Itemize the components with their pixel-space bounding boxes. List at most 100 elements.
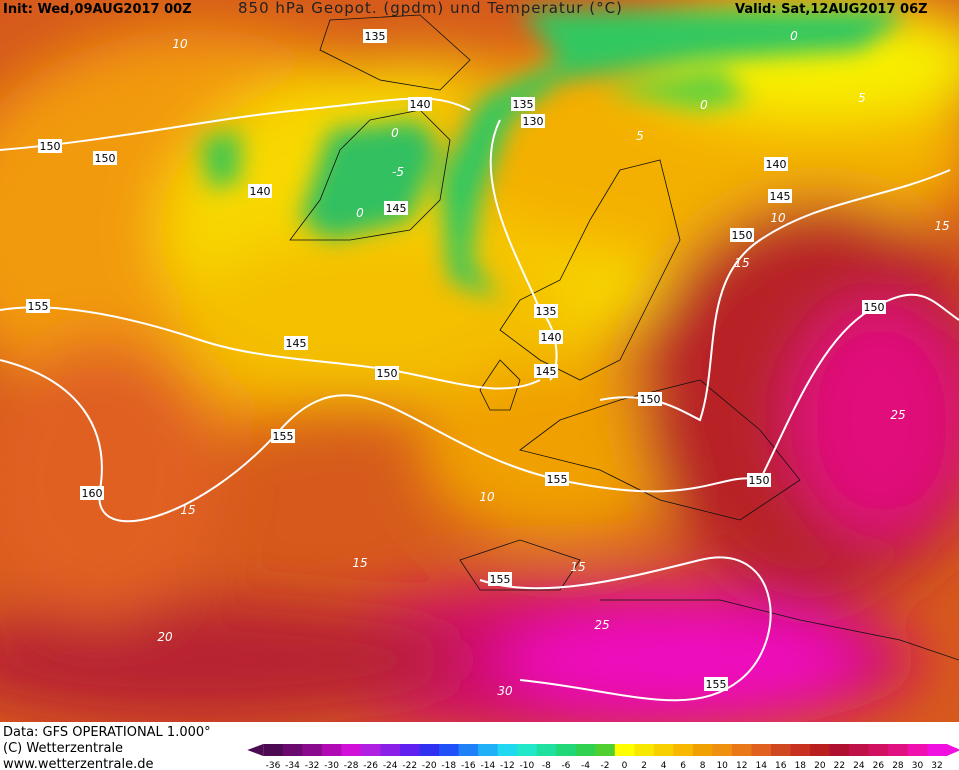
temperature-label: 15 <box>734 256 749 270</box>
label-box <box>638 392 662 406</box>
temperature-label: 20 <box>157 630 173 644</box>
geopotential-label: 140 <box>250 185 271 198</box>
colorbar-label: -30 <box>324 761 339 770</box>
geopotential-label: 150 <box>377 367 398 380</box>
colorbar-label: 2 <box>641 761 647 770</box>
coastlines <box>289 14 959 661</box>
colorbar-swatch <box>712 744 733 756</box>
label-box <box>248 184 272 198</box>
colorbar-label: 6 <box>680 761 686 770</box>
temperature-label: 25 <box>890 408 905 422</box>
temperature-label: 15 <box>352 556 367 570</box>
temperature-label: 5 <box>858 91 866 105</box>
colorbar-label: 24 <box>853 761 865 770</box>
geopotential-label: 135 <box>365 30 386 43</box>
temperature-label: 5 <box>636 129 644 143</box>
colorbar-swatch <box>458 744 479 756</box>
geopotential-label: 155 <box>28 300 49 313</box>
colorbar-swatch <box>653 744 674 756</box>
colorbar-label: 18 <box>795 761 807 770</box>
label-box <box>384 201 408 215</box>
colorbar-swatch <box>692 744 713 756</box>
colorbar-swatch <box>536 744 557 756</box>
colorbar-label: -34 <box>285 761 300 770</box>
label-box <box>375 366 399 380</box>
geopotential-label: 140 <box>541 331 562 344</box>
colorbar-label: -16 <box>461 761 476 770</box>
colorbar-swatch <box>595 744 616 756</box>
colorbar-label: 20 <box>814 761 826 770</box>
colorbar-swatch <box>849 744 870 756</box>
label-box <box>768 189 792 203</box>
colorbar-swatch <box>771 744 792 756</box>
geopotential-label: 150 <box>640 393 661 406</box>
label-box <box>534 364 558 378</box>
label-box <box>26 299 50 313</box>
colorbar-label: -32 <box>305 761 320 770</box>
colorbar-label: 10 <box>716 761 728 770</box>
geopotential-label: 150 <box>95 152 116 165</box>
label-box <box>534 304 558 318</box>
colorbar-swatch <box>282 744 303 756</box>
colorbar: -36 -34 -32 -30 -28 -26 -24 -22 -20 -18 -16 -14 -12-… <box>247 744 959 770</box>
label-box <box>38 139 62 153</box>
colorbar-label: -36 <box>266 761 281 770</box>
temperature-label: 15 <box>180 503 195 517</box>
colorbar-swatch <box>731 744 752 756</box>
colorbar-label: 16 <box>775 761 787 770</box>
label-box <box>704 677 728 691</box>
colorbar-label: 28 <box>892 761 904 770</box>
footer-url: www.wetterzentrale.de <box>3 757 153 770</box>
colorbar-swatch <box>478 744 499 756</box>
colorbar-arrow <box>946 744 959 756</box>
temperature-label: 25 <box>594 618 609 632</box>
label-box <box>80 486 104 500</box>
temperature-label: 10 <box>172 37 188 51</box>
geopotential-label: 155 <box>490 573 511 586</box>
geopotential-label: 145 <box>536 365 557 378</box>
colorbar-label: 4 <box>661 761 667 770</box>
colorbar-swatch <box>614 744 635 756</box>
geopotential-label: 135 <box>536 305 557 318</box>
temperature-label: 10 <box>770 211 786 225</box>
colorbar-label: -12 <box>500 761 515 770</box>
colorbar-swatch <box>419 744 440 756</box>
colorbar-label: -4 <box>581 761 590 770</box>
geopotential-label: 150 <box>40 140 61 153</box>
temperature-label: 15 <box>570 560 585 574</box>
colorbar-label: 26 <box>873 761 885 770</box>
colorbar-label: -24 <box>383 761 398 770</box>
label-box <box>764 157 788 171</box>
colorbar-label: -2 <box>601 761 610 770</box>
label-box <box>408 97 432 111</box>
colorbar-swatch <box>360 744 381 756</box>
colorbar-swatch <box>751 744 772 756</box>
colorbar-swatch <box>575 744 596 756</box>
colorbar-swatch <box>439 744 460 756</box>
contours <box>0 97 959 702</box>
colorbar-swatch <box>517 744 538 756</box>
temperature-label: -5 <box>392 165 404 179</box>
colorbar-swatch <box>341 744 362 756</box>
label-box <box>539 330 563 344</box>
colorbar-swatch <box>829 744 850 756</box>
colorbar-swatch <box>810 744 831 756</box>
colorbar-swatch <box>263 744 284 756</box>
geopotential-label: 155 <box>547 473 568 486</box>
colorbar-swatch <box>497 744 518 756</box>
temperature-label: 0 <box>391 126 399 140</box>
colorbar-label: 8 <box>700 761 706 770</box>
geopotential-label: 160 <box>82 487 103 500</box>
colorbar-swatch <box>790 744 811 756</box>
label-box <box>747 473 771 487</box>
colorbar-swatch <box>302 744 323 756</box>
label-box <box>363 29 387 43</box>
colorbar-label: -26 <box>363 761 378 770</box>
colorbar-label: -10 <box>520 761 535 770</box>
label-box <box>521 114 545 128</box>
colorbar-swatch <box>399 744 420 756</box>
temperature-labels: 10 0 0 5 5 0 -5 0 10 15 15 10 15 15 15 25 25 20 30 <box>157 29 949 698</box>
label-box <box>93 151 117 165</box>
